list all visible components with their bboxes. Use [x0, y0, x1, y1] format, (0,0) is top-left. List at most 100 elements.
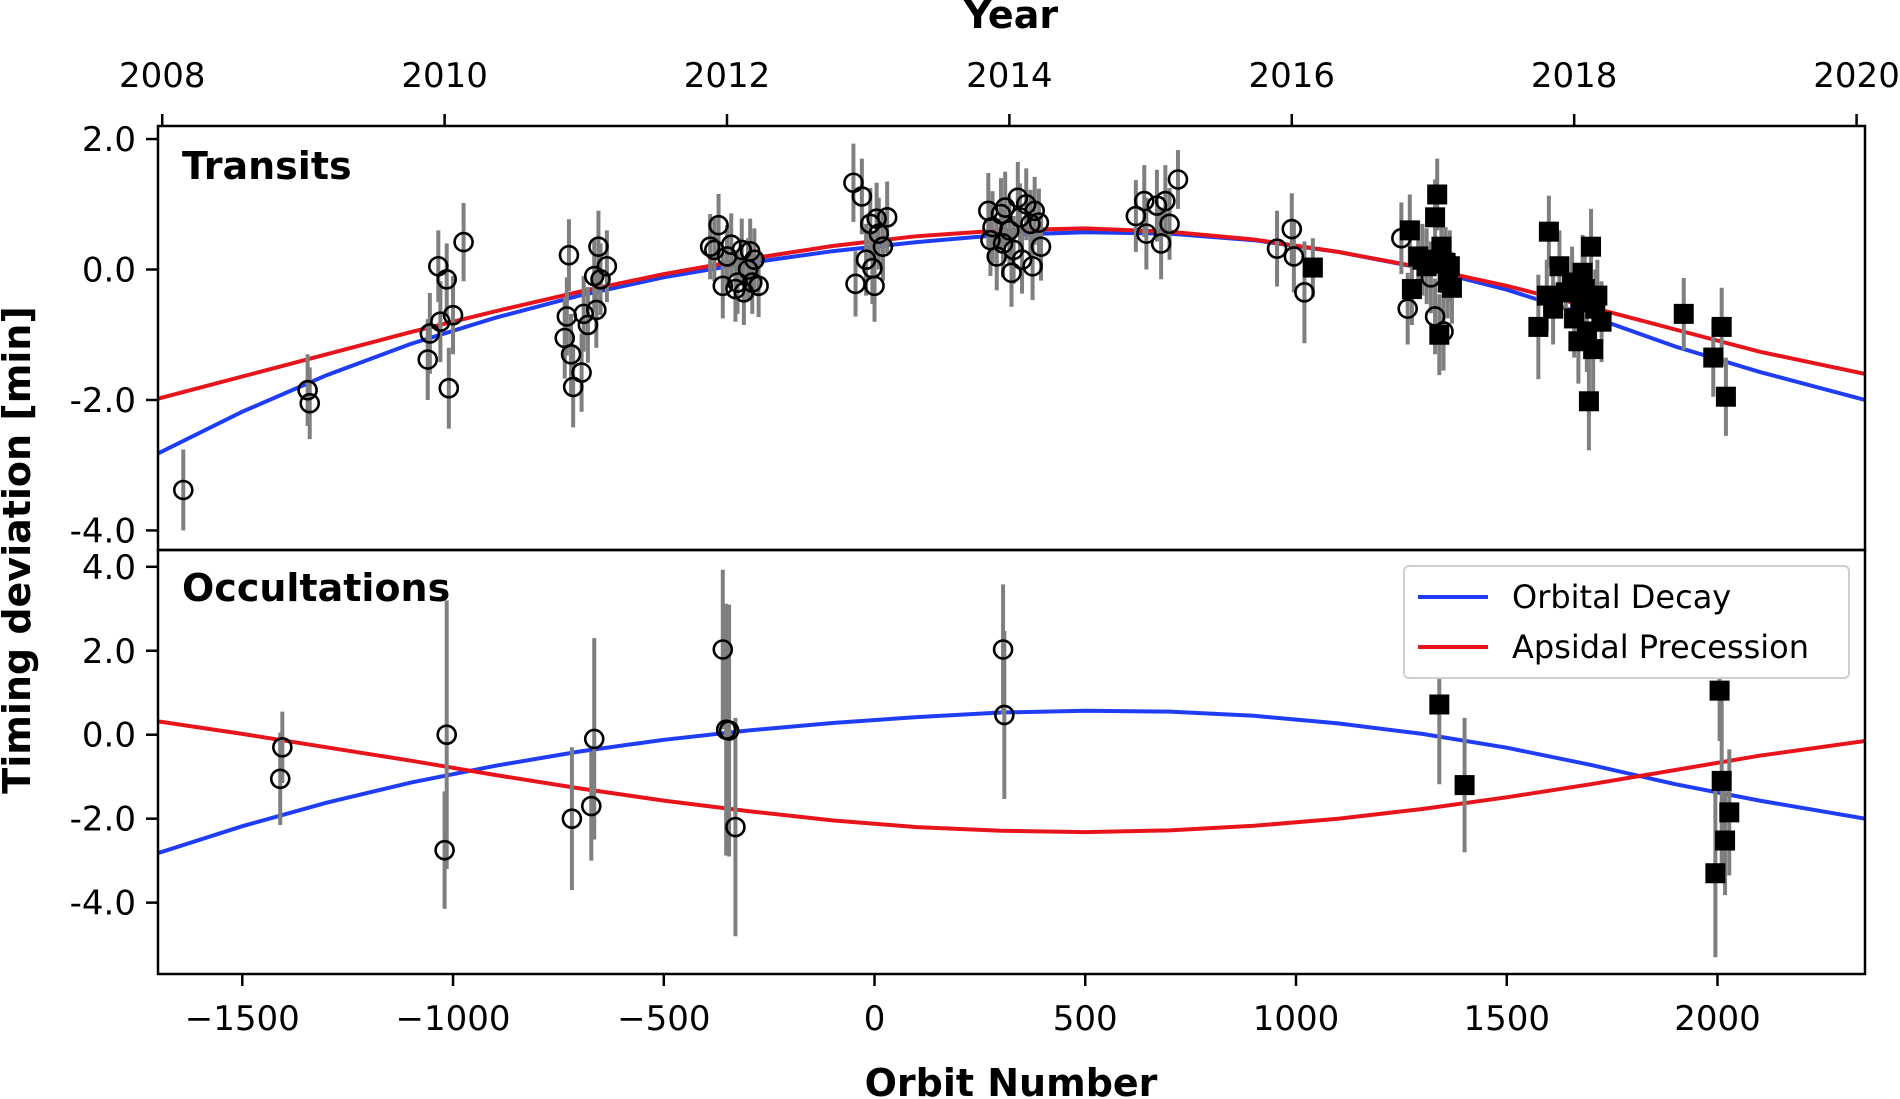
x-tick-label: −500 — [617, 999, 710, 1039]
transits-circle-point — [573, 303, 594, 325]
transits-square-point — [1673, 303, 1694, 324]
transits-circle-point — [720, 234, 742, 256]
x-tick-label: 1000 — [1253, 999, 1340, 1039]
transits-circle-point — [1266, 238, 1288, 259]
transits-circle-point — [731, 239, 753, 261]
transits-circle-point — [436, 268, 458, 290]
legend-label-orbital-decay: Orbital Decay — [1512, 578, 1731, 616]
transits-square-point — [1439, 256, 1460, 277]
occultations-y-tick-label: 0.0 — [82, 716, 136, 756]
transits-square-point — [1578, 391, 1599, 412]
transits-circle-point — [1125, 205, 1147, 227]
transits-circle-point — [438, 377, 460, 399]
occultations-circle-point — [436, 724, 458, 746]
transits-square-point — [1427, 184, 1448, 205]
transits-square-point — [1528, 316, 1549, 337]
transits-circle-point — [453, 231, 474, 253]
transits-circle-point — [999, 220, 1020, 241]
legend: Orbital Decay Apsidal Precession — [1403, 565, 1850, 679]
x-tick-label: −1500 — [185, 999, 300, 1039]
transits-square-point — [1703, 347, 1724, 368]
transits-square-point — [1715, 386, 1736, 407]
transits-square-point — [1549, 256, 1570, 277]
legend-label-apsidal-precession: Apsidal Precession — [1512, 628, 1809, 666]
year-tick-label: 2016 — [1249, 56, 1336, 96]
transits-square-point — [1583, 339, 1604, 360]
transits-circle-point — [417, 349, 439, 370]
transits-circle-point — [1281, 218, 1303, 240]
transits-circle-point — [1022, 255, 1043, 277]
year-tick-label: 2012 — [684, 56, 771, 96]
transits-square-point — [1429, 324, 1450, 345]
occultations-circle-point — [718, 720, 740, 741]
transits-y-tick-label: 2.0 — [82, 120, 136, 160]
transits-circle-point — [588, 236, 609, 257]
transits-circle-point — [1150, 233, 1172, 254]
transits-square-point — [1399, 220, 1420, 241]
occultations-panel-frame — [156, 548, 1867, 976]
occultations-y-tick-label: -4.0 — [70, 884, 136, 924]
y-axis-title: Timing deviation [min] — [0, 306, 39, 793]
transits-circle-point — [442, 304, 464, 326]
transits-circle-point — [699, 236, 721, 257]
transits-circle-point — [992, 233, 1014, 254]
transits-data-points — [172, 143, 1736, 531]
transits-circle-point — [571, 362, 592, 383]
transits-circle-point — [1155, 190, 1176, 212]
transits-circle-point — [1294, 282, 1315, 303]
transits-circle-point — [1024, 200, 1045, 222]
transits-y-tick-label: -4.0 — [70, 511, 136, 551]
transits-square-point — [1572, 262, 1593, 283]
occultations-square-point — [1705, 863, 1726, 884]
transits-circle-point — [876, 207, 898, 228]
transits-circle-point — [872, 236, 894, 257]
occultations-model-curves — [158, 708, 1865, 856]
transits-circle-point — [868, 223, 890, 244]
transits-circle-point — [1136, 223, 1157, 244]
occultations-square-point — [1719, 802, 1740, 823]
transits-square-point — [1587, 285, 1608, 306]
transits-circle-point — [1020, 213, 1041, 235]
transits-circle-point — [1397, 298, 1418, 319]
transits-square-point — [1581, 236, 1602, 257]
transits-circle-point — [1283, 246, 1305, 267]
x-tick-label: −1000 — [396, 999, 511, 1039]
transits-circle-point — [1159, 213, 1180, 235]
year-tick-label: 2018 — [1531, 56, 1618, 96]
x-tick-label: 1500 — [1463, 999, 1550, 1039]
occultations-square-point — [1711, 770, 1732, 791]
transits-square-point — [1543, 298, 1564, 319]
occultations-orbital-decay-curve — [158, 708, 1865, 856]
occultations-circle-point — [269, 768, 291, 790]
occultations-circle-point — [561, 808, 583, 829]
occultations-circle-point — [994, 704, 1015, 726]
transits-circle-point — [851, 186, 873, 207]
transits-panel-frame — [156, 124, 1867, 552]
transits-square-point — [1401, 279, 1422, 300]
x-tick-label: 2000 — [1674, 999, 1761, 1039]
x-axis-title: Orbit Number — [865, 1061, 1158, 1099]
occultations-circle-point — [434, 839, 455, 861]
transits-circle-point — [590, 268, 611, 290]
occultations-circle-point — [712, 639, 734, 660]
transits-circle-point — [712, 275, 734, 297]
occultations-square-point — [1429, 694, 1450, 715]
transits-circle-point — [866, 208, 887, 229]
transits-circle-point — [299, 392, 321, 414]
transits-y-tick-label: -2.0 — [70, 381, 136, 421]
occultations-square-point — [1454, 775, 1475, 796]
year-tick-label: 2014 — [966, 56, 1053, 96]
transits-y-tick-label: 0.0 — [82, 251, 136, 291]
transits-circle-point — [744, 249, 765, 271]
transits-square-point — [1441, 277, 1462, 298]
occultations-y-tick-label: -2.0 — [70, 800, 136, 840]
transits-circle-point — [297, 379, 318, 401]
transits-circle-point — [577, 314, 599, 336]
year-axis-title: Year — [963, 0, 1058, 37]
legend-box — [1403, 565, 1850, 679]
transits-circle-point — [994, 197, 1016, 218]
transits-circle-point — [1167, 169, 1189, 190]
transits-circle-point — [558, 244, 580, 266]
occultations-y-tick-label: 2.0 — [82, 632, 136, 672]
